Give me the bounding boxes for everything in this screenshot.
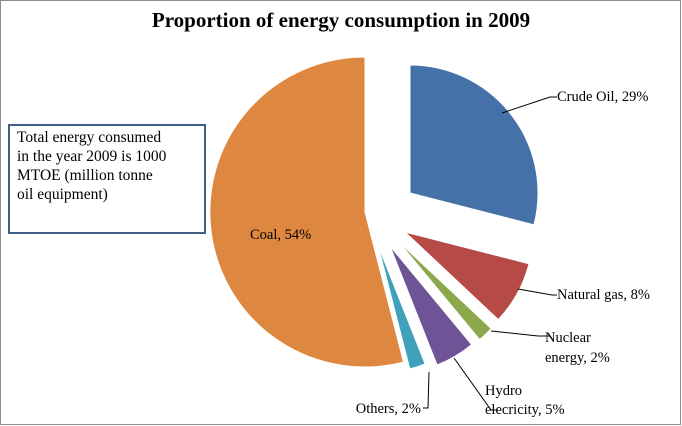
note-line-4: oil equipment) xyxy=(17,186,108,203)
note-line-1: Total energy consumed xyxy=(17,129,162,146)
label-coal: Coal, 54% xyxy=(250,227,311,243)
slice-hydro-elecricity xyxy=(389,245,473,366)
note-line-3: MTOE (million tonne xyxy=(17,167,153,184)
leader-line-others xyxy=(423,371,430,409)
label-natural-gas: Natural gas, 8% xyxy=(557,287,650,303)
leader-line-hydro-elecricity xyxy=(453,357,498,411)
label-crude-oil: Crude Oil, 29% xyxy=(557,89,648,105)
leader-line-crude-oil xyxy=(501,96,557,114)
slice-nuclear-energy xyxy=(397,240,493,341)
label-nuclear-energy: Nuclear energy, 2% xyxy=(545,330,610,366)
label-others: Others, 2% xyxy=(356,401,421,417)
slice-others xyxy=(377,244,426,370)
leader-line-natural-gas xyxy=(517,288,557,296)
slice-coal xyxy=(209,56,405,368)
note-textbox: Total energy consumed in the year 2009 i… xyxy=(8,124,206,234)
chart-title: Proportion of energy consumption in 2009 xyxy=(151,8,531,32)
label-hydro-elecricity: Hydro elecricity, 5% xyxy=(485,383,565,418)
slice-natural-gas xyxy=(404,231,530,321)
leader-line-nuclear-energy xyxy=(490,330,550,337)
note-line-2: in the year 2009 is 1000 xyxy=(17,148,167,165)
slice-crude-oil xyxy=(409,64,539,226)
